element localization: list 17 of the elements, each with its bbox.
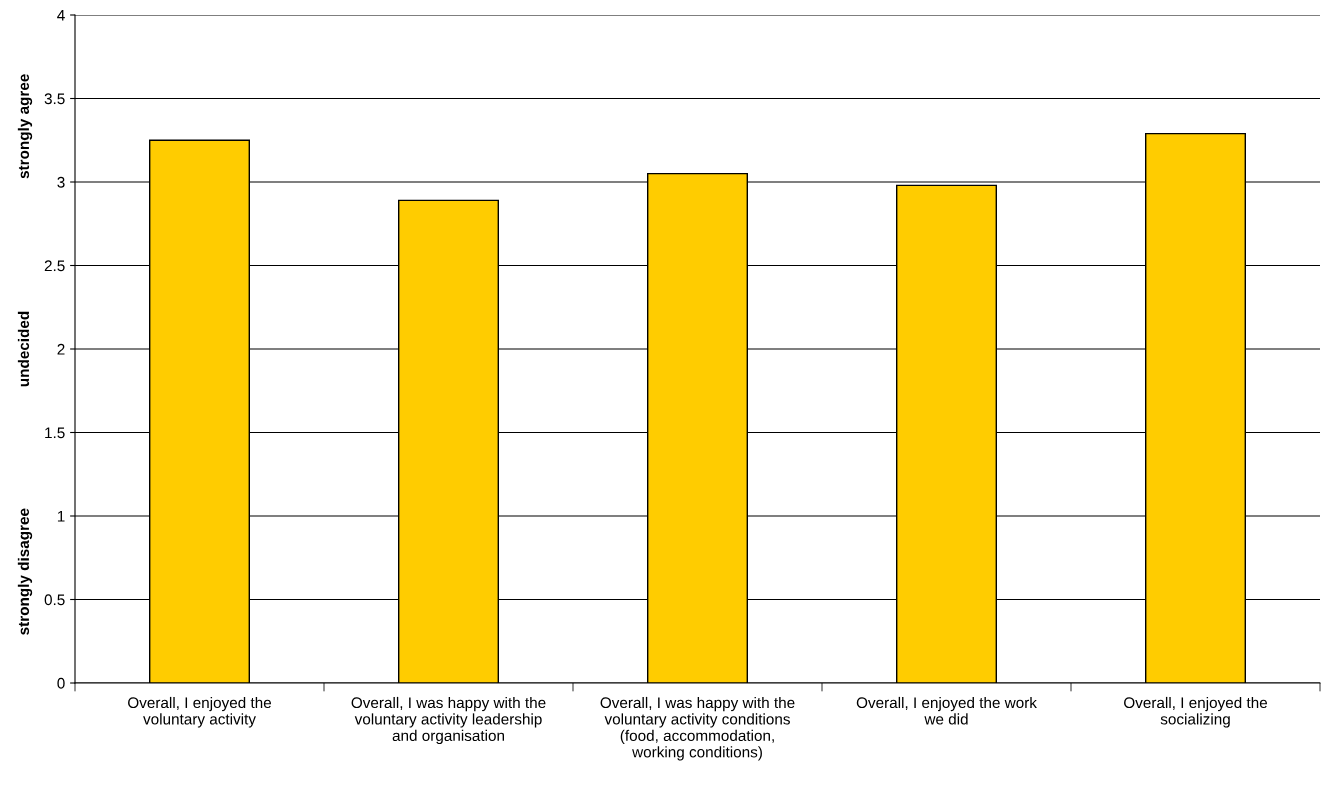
x-tick-label: Overall, I enjoyed the voluntary activity bbox=[128, 696, 272, 728]
y-tick-label: 1.5 bbox=[45, 427, 65, 439]
y-tick-label: 2 bbox=[57, 343, 65, 355]
text: strongly disagree bbox=[17, 508, 33, 635]
x-tick-label: Overall, I enjoyed the work we did bbox=[856, 696, 1037, 725]
x-tick-label: Overall, I was happy with the voluntary activity conditions (food, accommodation, working conditions) bbox=[600, 696, 795, 761]
x-tick-label: Overall, I was happy with the voluntary activity leadership and organisation bbox=[351, 696, 546, 745]
y-tick-label: 3.5 bbox=[44, 93, 65, 105]
y-tick-label: 4 bbox=[57, 10, 65, 21]
y-tick-label: 2.5 bbox=[44, 260, 65, 272]
text: strongly agree bbox=[17, 74, 33, 179]
x-tick-label: Overall, I enjoyed the socializing bbox=[1124, 696, 1268, 728]
y-tick-label: 1 bbox=[57, 511, 65, 522]
y-tick-label: 0.5 bbox=[44, 594, 65, 606]
y-tick-label: 0 bbox=[57, 677, 65, 689]
y-tick-label: 3 bbox=[57, 176, 65, 188]
text: undecided bbox=[17, 311, 30, 387]
